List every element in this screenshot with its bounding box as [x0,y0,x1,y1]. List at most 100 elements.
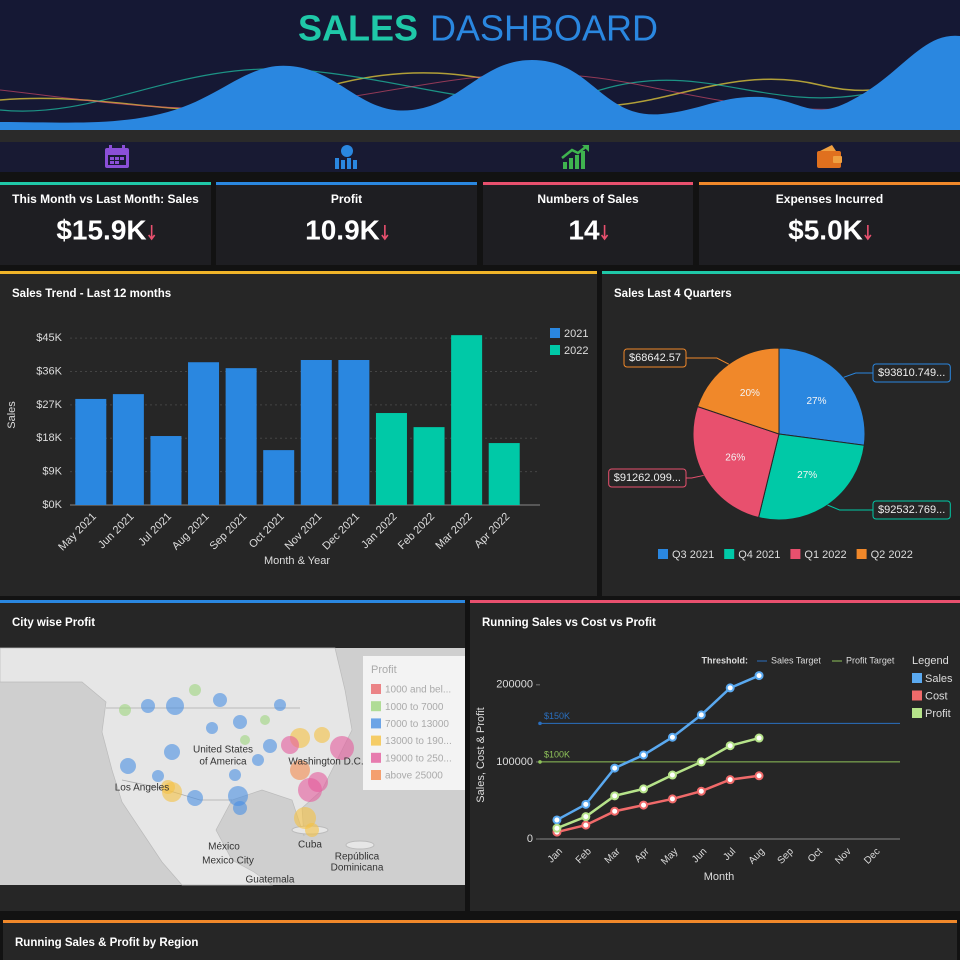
y-tick-label: $18K [36,432,62,444]
legend-swatch [658,549,668,559]
line-point [696,757,706,767]
legend-label: 1000 and bel... [385,685,451,696]
city-bubble [189,684,201,696]
threshold-label: $100K [544,749,570,759]
calendar-icon [105,145,129,168]
pie-value-label: $93810.749... [878,367,945,379]
city-bubble [233,801,247,815]
kpi-label: This Month vs Last Month: Sales [12,192,199,206]
panel-title: City wise Profit [12,617,95,629]
city-bubble [119,704,131,716]
kpi-accent [216,182,477,185]
bar [225,368,257,505]
panel-title: Running Sales & Profit by Region [15,937,198,949]
line-series [556,774,760,834]
legend-swatch [912,673,922,683]
line-point [696,710,706,720]
callout-line [843,372,873,378]
line-point [696,786,706,796]
y-axis-title: Sales [6,401,18,429]
kpi-value: $15.9K [56,214,146,245]
legend-label: Sales [925,673,953,685]
revenue-icon [335,145,357,169]
panel-title: Sales Trend - Last 12 months [12,288,171,300]
map-place-label: Cuba [298,840,322,851]
trend-arrow [381,225,389,241]
line-point [610,763,620,773]
line-point [667,794,677,804]
line-series [556,674,760,822]
threshold-title: Threshold: [702,655,749,665]
kpi-card [699,182,960,265]
pie-percent-label: 27% [807,396,827,407]
legend-swatch [371,684,381,694]
line-point [667,770,677,780]
panel-accent [0,600,465,603]
line-point [552,823,562,833]
line-point [725,683,735,693]
pie-value-label: $91262.099... [614,472,681,484]
map-place-label: México [208,842,240,853]
kpi-accent [483,182,693,185]
bar [451,335,483,505]
y-tick-label: $27K [36,399,62,411]
growth-icon [561,145,589,169]
bar [75,398,107,505]
bar [338,360,370,505]
kpi-label: Numbers of Sales [537,192,639,206]
x-axis-title: Month & Year [264,555,330,567]
y-tick-label: $36K [36,365,62,377]
pie-percent-label: 27% [797,470,817,481]
city-bubble [213,693,227,707]
line-point [754,733,764,743]
kpi-card [0,182,211,265]
legend-label: Q2 2022 [871,549,913,561]
map-legend-title: Profit [371,664,397,676]
map-land [0,647,353,886]
threshold-marker [538,760,542,764]
bar [150,436,182,505]
line-point [639,784,649,794]
line-point [639,750,649,760]
legend-swatch [550,345,560,355]
wallet-icon [817,145,842,168]
city-bubble [263,739,277,753]
y-tick-label: $0K [42,499,62,511]
legend-swatch [724,549,735,559]
kpi-card [216,182,477,265]
map-place-label: Washington D.C. [288,757,363,768]
pie-percent-label: 26% [725,453,745,464]
city-bubble [281,736,299,754]
panel-accent [3,920,957,923]
line-point [754,671,764,681]
line-point [667,732,677,742]
trend-arrow [148,225,156,241]
pie-percent-label: 20% [740,388,760,399]
city-bubble [161,780,175,794]
panel-accent [602,271,960,274]
legend-title: Legend [912,655,949,667]
bar [300,360,332,505]
bar [488,443,520,505]
panel-title: Sales Last 4 Quarters [614,288,732,300]
callout-line [686,474,704,479]
map-place-label: Mexico City [202,856,254,867]
trend-arrow [864,225,872,241]
line-point [552,815,562,825]
city-bubble [308,772,328,792]
threshold-legend-label: Sales Target [771,655,821,665]
legend-label: 19000 to 250... [385,753,452,764]
threshold-marker [538,721,542,726]
pie-slice [778,347,866,446]
kpi-label: Expenses Incurred [776,192,883,206]
legend-swatch [790,549,801,559]
line-point [581,820,591,830]
legend-label: 1000 to 7000 [385,702,444,713]
pie-slice [757,433,865,521]
icon-bar [0,142,960,172]
line-series [556,736,760,830]
legend-label: Q3 2021 [672,549,714,561]
y-tick-label: 200000 [496,679,533,691]
legend-swatch [371,735,381,746]
